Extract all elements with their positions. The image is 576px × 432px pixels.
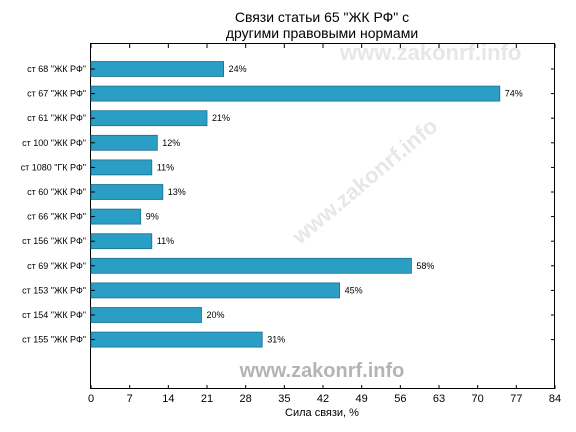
category-label: ст 60 "ЖК РФ" [27, 187, 86, 197]
category-label: ст 1080 "ГК РФ" [21, 162, 86, 172]
x-tick-label: 84 [549, 393, 561, 405]
data-label: 31% [267, 335, 285, 345]
x-tick-label: 28 [240, 393, 252, 405]
bar [90, 331, 263, 348]
bar [90, 159, 153, 176]
watermark-text: www.zakonrf.info [239, 360, 405, 382]
bar [90, 184, 164, 200]
watermark-diagonal: www.zakonrf.info [286, 113, 442, 249]
bar [90, 208, 142, 225]
category-label: ст 69 "ЖК РФ" [27, 261, 86, 271]
x-tick-label: 56 [394, 393, 406, 405]
data-label: 11% [157, 162, 174, 172]
data-label: 58% [416, 261, 434, 271]
bar [90, 307, 202, 323]
bar [90, 233, 153, 250]
bar [90, 110, 208, 127]
x-tick-label: 14 [162, 393, 174, 405]
category-label: ст 61 "ЖК РФ" [27, 113, 86, 123]
data-label: 24% [229, 64, 247, 74]
category-label: ст 156 "ЖК РФ" [22, 236, 86, 246]
x-tick-label: 35 [278, 393, 290, 405]
category-label: ст 100 "ЖК РФ" [22, 138, 86, 148]
x-tick-label: 21 [201, 393, 213, 405]
category-label: ст 66 "ЖК РФ" [27, 212, 86, 222]
chart-title-line-1: Связи статьи 65 "ЖК РФ" с [235, 9, 409, 25]
data-label: 21% [212, 113, 230, 123]
x-tick-label: 49 [356, 393, 368, 405]
data-label: 20% [207, 310, 225, 320]
x-tick-label: 70 [472, 393, 484, 405]
x-tick-label: 63 [433, 393, 445, 405]
bar [90, 257, 412, 274]
data-label: 74% [505, 89, 523, 99]
plot-area: ст 68 "ЖК РФ" 24% ст 67 "ЖК РФ" 74% ст 61 "Ж… [21, 44, 561, 405]
chart-title-line-2: другими правовыми нормами [226, 25, 418, 41]
data-label: 12% [162, 138, 180, 148]
category-label: ст 154 "ЖК РФ" [22, 310, 86, 320]
x-tick-label: 42 [317, 393, 329, 405]
category-label: ст 67 "ЖК РФ" [27, 89, 86, 99]
x-tick-label: 77 [510, 393, 522, 405]
category-label: ст 68 "ЖК РФ" [27, 64, 86, 74]
bar [90, 282, 341, 299]
x-tick-label: 7 [127, 393, 133, 405]
category-label: ст 153 "ЖК РФ" [22, 285, 86, 295]
data-label: 13% [168, 187, 186, 197]
watermark-diagonal: www.zakonrf.info [339, 40, 521, 65]
data-label: 45% [345, 285, 363, 295]
bar [90, 134, 158, 151]
bar [90, 61, 225, 77]
x-tick-label: 0 [88, 393, 94, 405]
data-label: 11% [157, 236, 174, 246]
data-label: 9% [146, 212, 159, 222]
category-label: ст 155 "ЖК РФ" [22, 335, 86, 345]
bar [90, 85, 501, 102]
x-axis-title: Сила связи, % [285, 407, 359, 419]
